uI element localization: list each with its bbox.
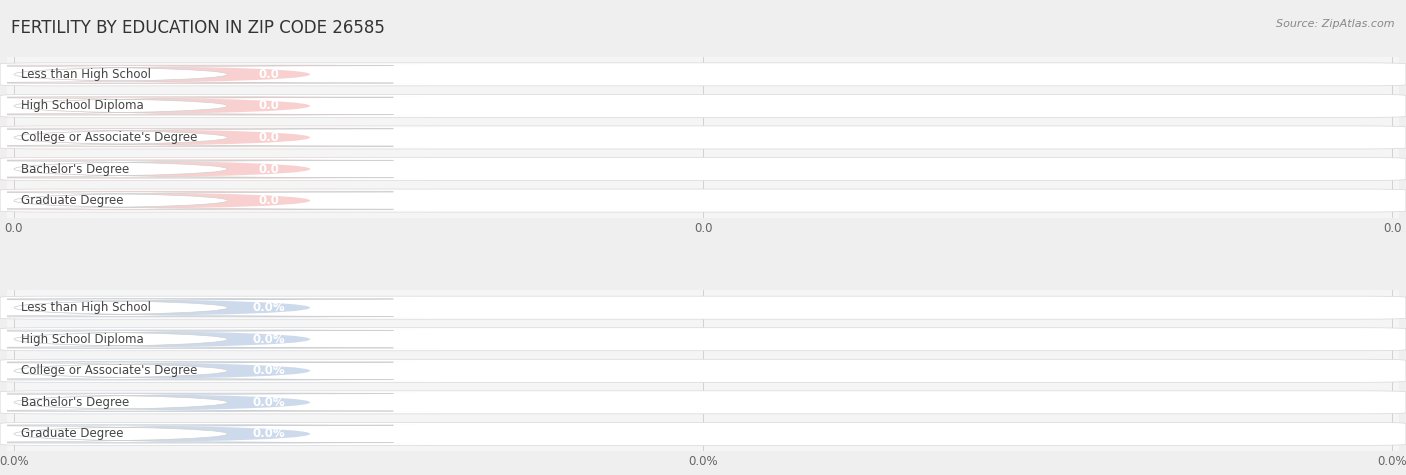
FancyBboxPatch shape [0, 394, 394, 411]
FancyBboxPatch shape [0, 96, 436, 115]
Text: Graduate Degree: Graduate Degree [21, 428, 124, 440]
Text: 0.0%: 0.0% [253, 396, 285, 409]
FancyBboxPatch shape [0, 63, 1406, 86]
FancyBboxPatch shape [0, 422, 1406, 446]
Text: 0.0%: 0.0% [253, 364, 285, 377]
FancyBboxPatch shape [0, 66, 394, 83]
Text: Bachelor's Degree: Bachelor's Degree [21, 162, 129, 175]
FancyBboxPatch shape [0, 192, 394, 209]
FancyBboxPatch shape [0, 298, 436, 317]
FancyBboxPatch shape [0, 299, 394, 316]
FancyBboxPatch shape [0, 393, 436, 412]
FancyBboxPatch shape [0, 159, 436, 179]
FancyBboxPatch shape [0, 189, 1406, 212]
Text: Graduate Degree: Graduate Degree [21, 194, 124, 207]
FancyBboxPatch shape [0, 128, 436, 147]
Text: High School Diploma: High School Diploma [21, 333, 143, 346]
Text: College or Associate's Degree: College or Associate's Degree [21, 364, 197, 377]
Text: 0.0%: 0.0% [253, 301, 285, 314]
Text: 0.0: 0.0 [259, 99, 280, 113]
FancyBboxPatch shape [0, 158, 1406, 180]
FancyBboxPatch shape [0, 191, 436, 210]
FancyBboxPatch shape [0, 126, 1406, 149]
FancyBboxPatch shape [0, 296, 1406, 319]
FancyBboxPatch shape [0, 97, 394, 114]
FancyBboxPatch shape [0, 331, 394, 348]
Text: 0.0%: 0.0% [253, 333, 285, 346]
Text: 0.0%: 0.0% [253, 428, 285, 440]
FancyBboxPatch shape [0, 361, 436, 380]
Text: 0.0: 0.0 [259, 194, 280, 207]
FancyBboxPatch shape [0, 328, 1406, 351]
Text: Less than High School: Less than High School [21, 68, 150, 81]
Text: 0.0: 0.0 [259, 162, 280, 175]
Text: FERTILITY BY EDUCATION IN ZIP CODE 26585: FERTILITY BY EDUCATION IN ZIP CODE 26585 [11, 19, 385, 37]
Text: College or Associate's Degree: College or Associate's Degree [21, 131, 197, 144]
FancyBboxPatch shape [0, 424, 436, 444]
Text: Less than High School: Less than High School [21, 301, 150, 314]
Text: Source: ZipAtlas.com: Source: ZipAtlas.com [1277, 19, 1395, 29]
Text: 0.0: 0.0 [259, 131, 280, 144]
Text: High School Diploma: High School Diploma [21, 99, 143, 113]
FancyBboxPatch shape [0, 161, 394, 178]
FancyBboxPatch shape [0, 330, 436, 349]
FancyBboxPatch shape [0, 425, 394, 443]
FancyBboxPatch shape [0, 65, 436, 84]
FancyBboxPatch shape [0, 129, 394, 146]
FancyBboxPatch shape [0, 362, 394, 380]
FancyBboxPatch shape [0, 359, 1406, 382]
Text: 0.0: 0.0 [259, 68, 280, 81]
Text: Bachelor's Degree: Bachelor's Degree [21, 396, 129, 409]
FancyBboxPatch shape [0, 391, 1406, 414]
FancyBboxPatch shape [0, 95, 1406, 117]
